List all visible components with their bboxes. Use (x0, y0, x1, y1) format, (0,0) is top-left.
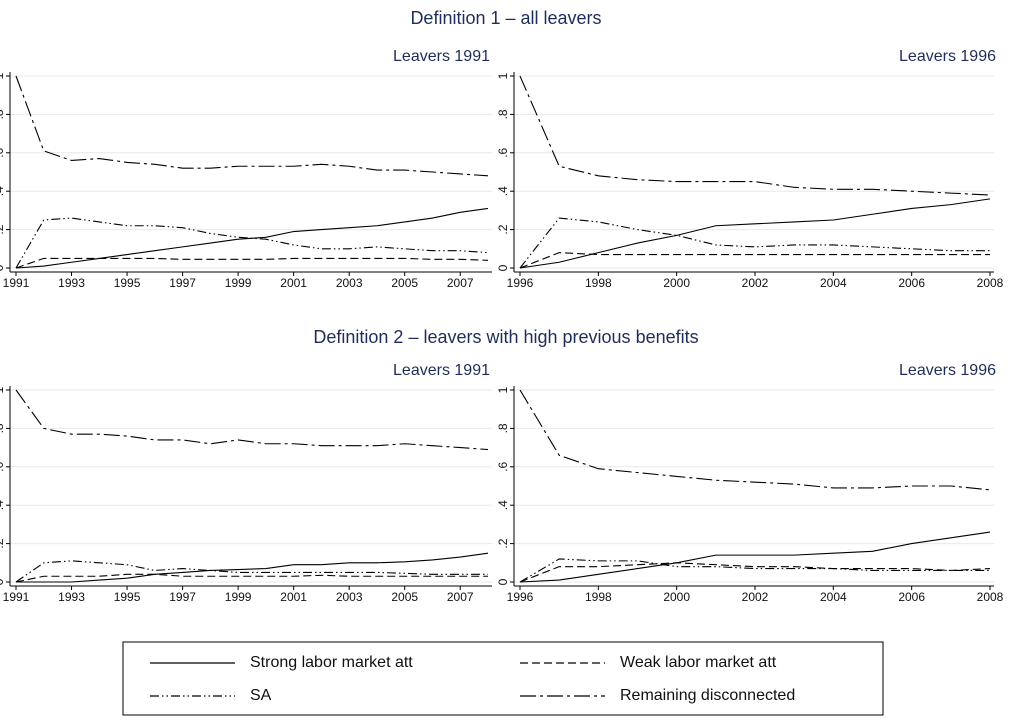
series-line (15, 560, 488, 583)
x-tick-label: 2000 (663, 276, 690, 290)
y-tick-label: 1 (496, 386, 510, 393)
x-tick-label: 2003 (336, 276, 363, 290)
panel-title: Leavers 1991 (393, 362, 490, 379)
y-tick-label: .2 (496, 538, 510, 548)
y-tick-label: 1 (496, 72, 510, 79)
series-line (519, 198, 991, 269)
x-tick-label: 2008 (977, 590, 1004, 604)
panel-title: Leavers 1996 (899, 362, 996, 379)
section-heading: Definition 2 – leavers with high previou… (313, 327, 698, 347)
series-line (519, 558, 990, 583)
x-tick-label: 2001 (280, 276, 307, 290)
legend-label: Remaining disconnected (620, 687, 795, 704)
x-tick-label: 1993 (58, 590, 85, 604)
x-tick-label: 1997 (169, 276, 196, 290)
x-tick-label: 2004 (820, 276, 847, 290)
y-tick-label: 0 (496, 264, 510, 271)
x-tick-label: 1991 (3, 590, 30, 604)
y-tick-label: 0 (496, 578, 510, 585)
panel-title: Leavers 1996 (899, 48, 996, 65)
x-tick-label: 2004 (820, 590, 847, 604)
series-line (519, 562, 991, 583)
x-tick-label: 1995 (114, 276, 141, 290)
y-tick-label: 1 (0, 72, 6, 79)
y-tick-label: .4 (496, 500, 510, 510)
series-line (519, 531, 991, 583)
series-line (15, 217, 489, 269)
x-tick-label: 2005 (391, 276, 418, 290)
x-tick-label: 2006 (898, 276, 925, 290)
x-tick-label: 2007 (447, 590, 474, 604)
x-tick-label: 2001 (280, 590, 307, 604)
legend-label: SA (250, 687, 272, 704)
x-tick-label: 2008 (977, 276, 1004, 290)
y-tick-label: 0 (0, 264, 6, 271)
x-tick-label: 2005 (391, 590, 418, 604)
x-tick-label: 2002 (742, 276, 769, 290)
series-line (15, 75, 489, 177)
y-tick-label: 1 (0, 386, 6, 393)
x-tick-label: 1999 (225, 590, 252, 604)
y-tick-label: .4 (496, 186, 510, 196)
x-tick-label: 1998 (585, 276, 612, 290)
panel-title: Leavers 1991 (393, 48, 490, 65)
legend-label: Strong labor market att (250, 654, 413, 671)
series-line (519, 389, 991, 491)
y-tick-label: .2 (496, 224, 510, 234)
y-tick-label: .8 (0, 423, 6, 433)
x-tick-label: 1995 (114, 590, 141, 604)
series-line (519, 75, 991, 196)
y-tick-label: .4 (0, 186, 6, 196)
y-tick-label: .8 (496, 109, 510, 119)
series-line (15, 389, 489, 451)
x-tick-label: 2007 (447, 276, 474, 290)
section-heading: Definition 1 – all leavers (410, 8, 601, 28)
x-tick-label: 1998 (585, 590, 612, 604)
series-line (15, 573, 488, 583)
y-tick-label: .6 (496, 461, 510, 471)
x-tick-label: 1993 (58, 276, 85, 290)
x-tick-label: 1991 (3, 276, 30, 290)
x-tick-label: 1997 (169, 590, 196, 604)
x-tick-label: 2000 (663, 590, 690, 604)
y-tick-label: .8 (0, 109, 6, 119)
y-tick-label: .2 (0, 538, 6, 548)
y-tick-label: .6 (0, 147, 6, 157)
series-line (16, 552, 489, 583)
x-tick-label: 2002 (742, 590, 769, 604)
x-tick-label: 1999 (225, 276, 252, 290)
y-tick-label: .8 (496, 423, 510, 433)
y-tick-label: .2 (0, 224, 6, 234)
y-tick-label: .6 (496, 147, 510, 157)
legend-box (122, 641, 884, 716)
x-tick-label: 1996 (507, 590, 534, 604)
x-tick-label: 2006 (898, 590, 925, 604)
x-tick-label: 2003 (336, 590, 363, 604)
y-tick-label: .6 (0, 461, 6, 471)
y-tick-label: 0 (0, 578, 6, 585)
series-line (519, 217, 990, 269)
legend-label: Weak labor market att (620, 654, 777, 671)
x-tick-label: 1996 (507, 276, 534, 290)
y-tick-label: .4 (0, 500, 6, 510)
